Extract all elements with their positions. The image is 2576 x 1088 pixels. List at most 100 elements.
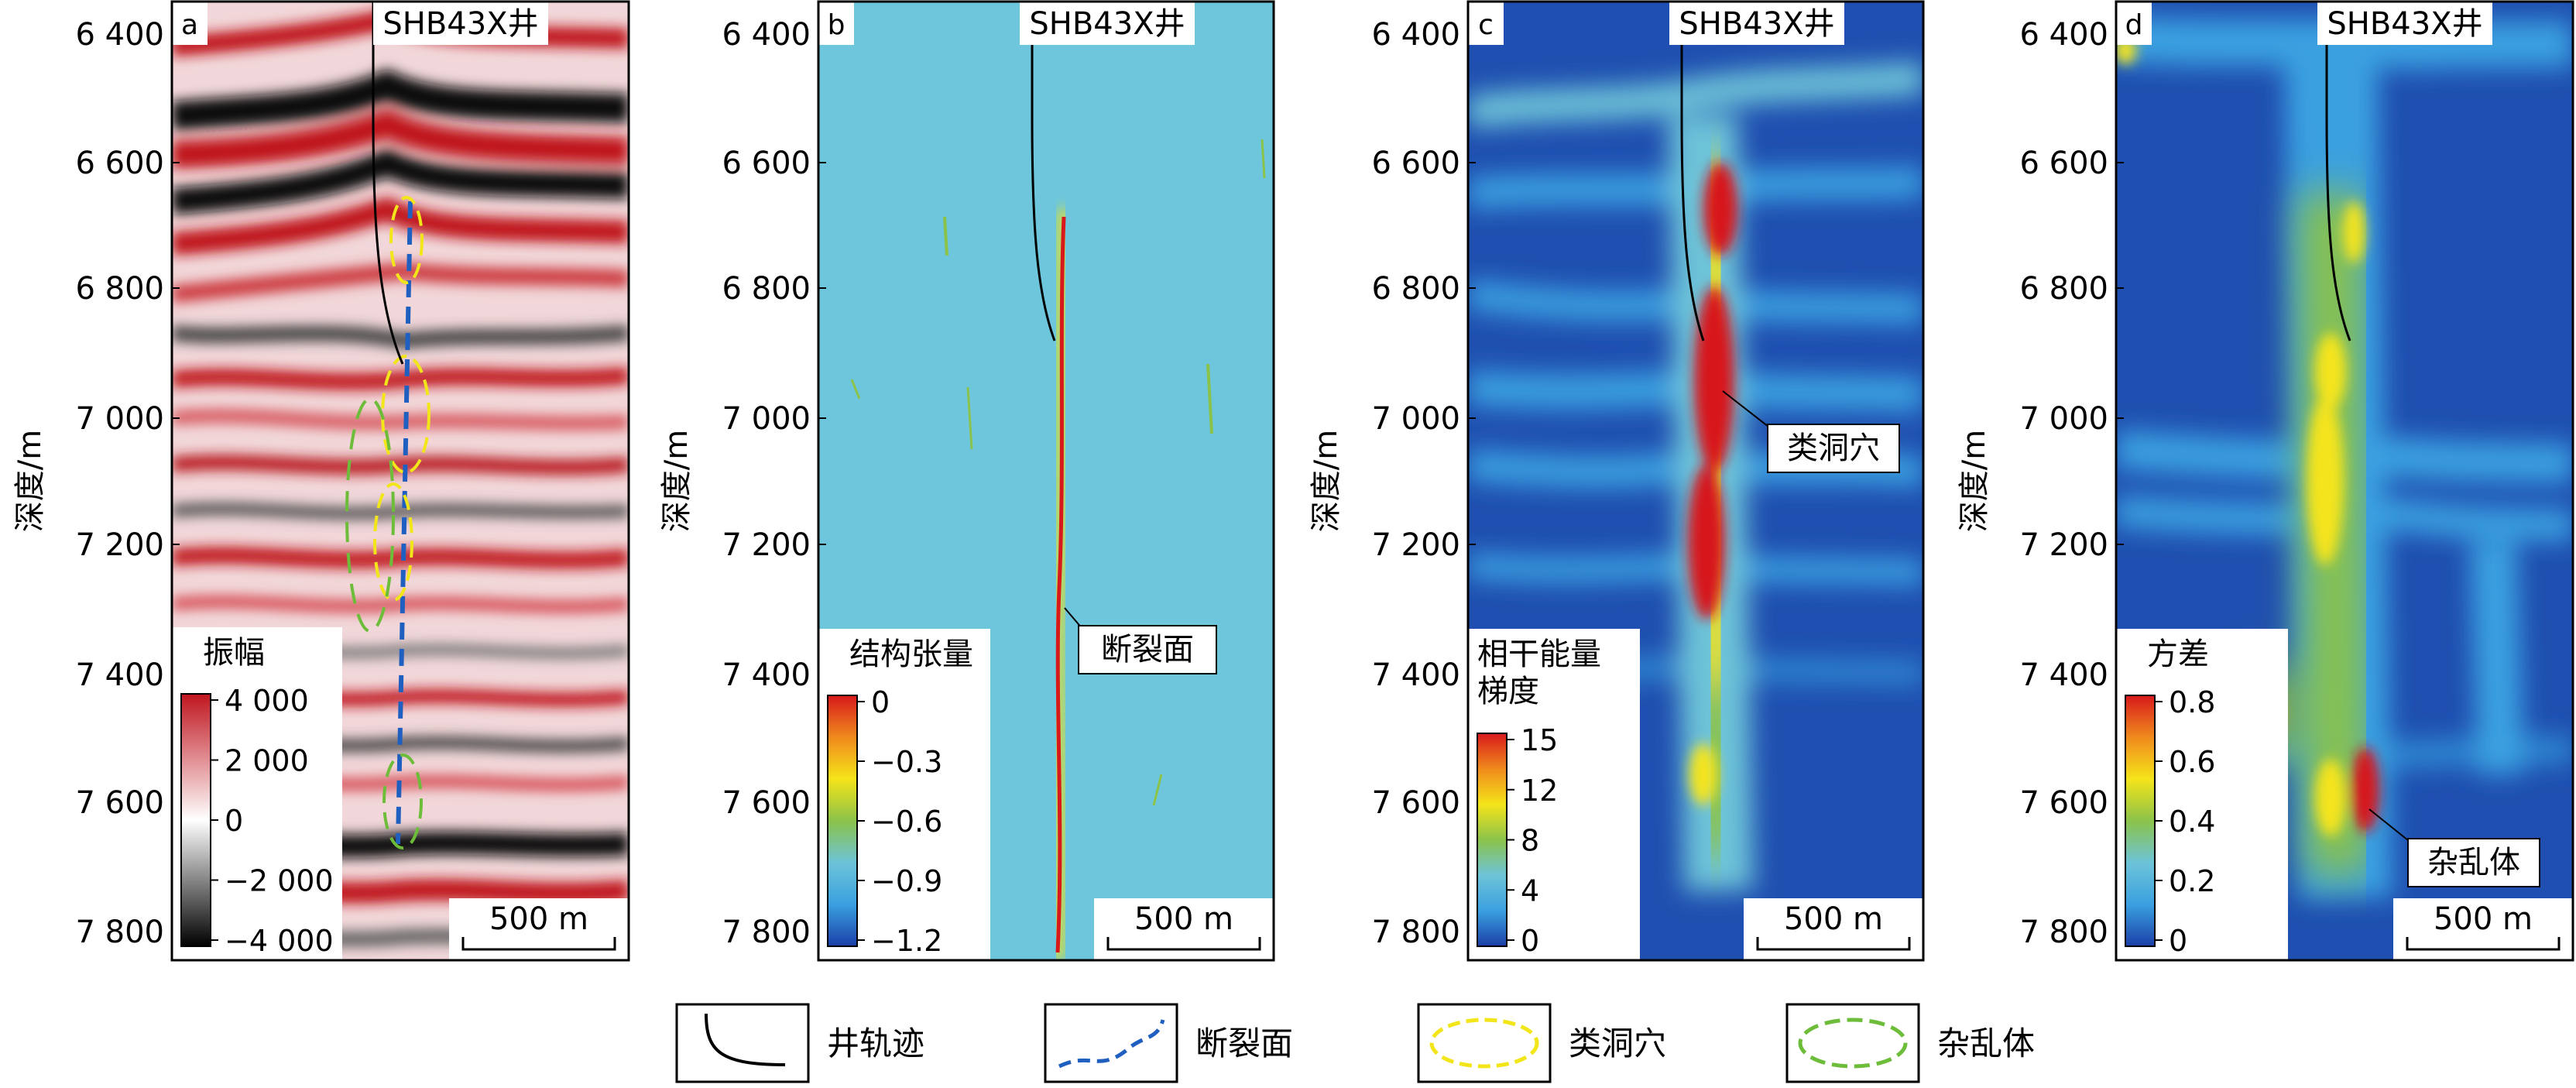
legend-label: 类洞穴 (1569, 1025, 1666, 1062)
depth-tick-label: 7 000 (75, 401, 164, 437)
panel-a-overlay: 深度/m 6 400 6 600 6 800 7 000 7 200 7 400 7 600 7… (12, 0, 630, 962)
well-name: SHB43X井 (1679, 6, 1834, 42)
legend-symbol-fault-plane (1058, 1019, 1165, 1069)
legend-swatch-box (1044, 1003, 1178, 1083)
chaotic-outline-a2 (382, 753, 423, 849)
colorbar-gradient (827, 695, 858, 947)
colorbar-tick-label: −0.6 (871, 805, 942, 839)
colorbar-tick-label: −0.3 (871, 745, 942, 779)
panel-b-overlay: 深度/m 6 400 6 600 6 800 7 000 7 200 7 400 7 600 7… (659, 0, 1275, 962)
cave-outline-a1 (389, 196, 424, 284)
well-name: SHB43X井 (1029, 6, 1185, 42)
colorbar-tick-label: 15 (1521, 723, 1558, 757)
depth-tick-label: 7 400 (1371, 657, 1460, 693)
colorbar-tick-label: −4 000 (225, 924, 334, 958)
panel-letter-box (172, 2, 208, 45)
panel-frame (1466, 0, 1925, 962)
annotation-box (2407, 838, 2540, 887)
colorbar-tick-label: −1.2 (871, 924, 942, 958)
colorbar-tick-label: −2 000 (225, 864, 334, 898)
well-name: SHB43X井 (2327, 6, 2482, 42)
panel-frame (817, 0, 1275, 962)
depth-tick-label: 7 600 (2019, 785, 2108, 821)
depth-tick-label: 6 800 (1371, 271, 1460, 307)
colorbar-tick-label: 0.6 (2169, 745, 2215, 779)
depth-tick-label: 7 800 (75, 915, 164, 950)
well-name-box (2317, 2, 2492, 45)
well-name-box (373, 2, 548, 45)
depth-tick-label: 6 400 (722, 17, 811, 53)
legend-swatch-box (675, 1003, 810, 1083)
colorbar-title: 结构张量 (849, 637, 973, 672)
well-name-box (1020, 2, 1195, 45)
panel-letter: d (2125, 9, 2143, 41)
panel-letter: a (181, 9, 198, 41)
scale-bar (1106, 937, 1261, 951)
well-trajectory-b (1031, 2, 1056, 342)
panel-c (1468, 2, 1923, 960)
fault-plane-line-a (396, 201, 413, 845)
depth-tick-label: 7 200 (2019, 527, 2108, 563)
colorbar-gradient (2125, 695, 2156, 947)
panel-c-depth-axis-label: 深度/m (1309, 430, 1344, 532)
depth-tick-label: 6 600 (722, 146, 811, 181)
depth-tick-label: 6 600 (75, 146, 164, 181)
legend-item-fault-plane: 断裂面 (1044, 1003, 1293, 1083)
depth-tick-label: 7 800 (1371, 915, 1460, 950)
colorbar-tick-label: 0 (871, 685, 890, 719)
scale-bar (2406, 937, 2561, 951)
panel-b-depth-axis-label: 深度/m (659, 430, 695, 532)
depth-tick-label: 7 400 (2019, 657, 2108, 693)
panel-letter-box (1468, 2, 1504, 45)
depth-tick-label: 7 400 (722, 657, 811, 693)
depth-tick-label: 7 000 (722, 401, 811, 437)
well-trajectory-a (372, 2, 404, 365)
depth-tick-label: 7 200 (722, 527, 811, 563)
depth-tick-label: 6 400 (2019, 17, 2108, 53)
colorbar-tick-label: 0.2 (2169, 864, 2215, 898)
annotation-label: 杂乱体 (2427, 845, 2520, 880)
panel-frame (2115, 0, 2574, 962)
colorbar-tick-label: 4 (1521, 873, 1539, 908)
colorbar-tick-label: 12 (1521, 774, 1558, 808)
depth-tick-label: 7 000 (2019, 401, 2108, 437)
colorbar-tick-label: 0 (225, 804, 243, 838)
scale-bar-label: 500 m (1784, 901, 1883, 937)
colorbar-tick-label: 8 (1521, 824, 1539, 858)
colorbar-tick-label: 0 (2169, 924, 2187, 958)
depth-tick-label: 6 800 (75, 271, 164, 307)
depth-tick-label: 6 400 (1371, 17, 1460, 53)
legend-item-cave-like: 类洞穴 (1417, 1003, 1666, 1083)
colorbar-tick-label: −0.9 (871, 864, 942, 898)
colorbar-tick-label: 0.8 (2169, 685, 2215, 719)
colorbar-title: 方差 (2147, 637, 2209, 672)
depth-tick-label: 6 600 (2019, 146, 2108, 181)
depth-tick-label: 7 400 (75, 657, 164, 693)
colorbar-tick-label: 0 (1521, 924, 1539, 958)
depth-tick-label: 7 800 (722, 915, 811, 950)
colorbar-title: 相干能量 (1477, 637, 1601, 672)
depth-tick-label: 7 600 (722, 785, 811, 821)
depth-tick-label: 7 600 (75, 785, 164, 821)
legend-symbol-chaotic-body (1798, 1018, 1908, 1069)
colorbar-gradient (180, 693, 211, 947)
depth-tick-label: 6 800 (722, 271, 811, 307)
panel-letter: b (828, 9, 846, 41)
scale-bar-label: 500 m (2434, 901, 2533, 937)
legend-item-chaotic-body: 杂乱体 (1785, 1003, 2035, 1083)
legend-label: 杂乱体 (1937, 1025, 2035, 1062)
legend-label: 断裂面 (1195, 1025, 1293, 1062)
depth-tick-label: 6 600 (1371, 146, 1460, 181)
legend-symbol-well-trajectory (705, 1013, 786, 1066)
annotation-label: 类洞穴 (1787, 431, 1880, 466)
cave-outline-a3 (373, 482, 413, 602)
panel-letter-box (818, 2, 854, 45)
colorbar-gradient (1477, 733, 1508, 947)
legend-swatch-box (1785, 1003, 1920, 1083)
chaotic-outline-a1 (345, 397, 395, 633)
panel-c-overlay: 深度/m 6 400 6 600 6 800 7 000 7 200 7 400 7 600 7… (1309, 0, 1925, 962)
depth-tick-label: 7 600 (1371, 785, 1460, 821)
colorbar-title: 振幅 (203, 635, 265, 671)
well-name-box (1669, 2, 1844, 45)
